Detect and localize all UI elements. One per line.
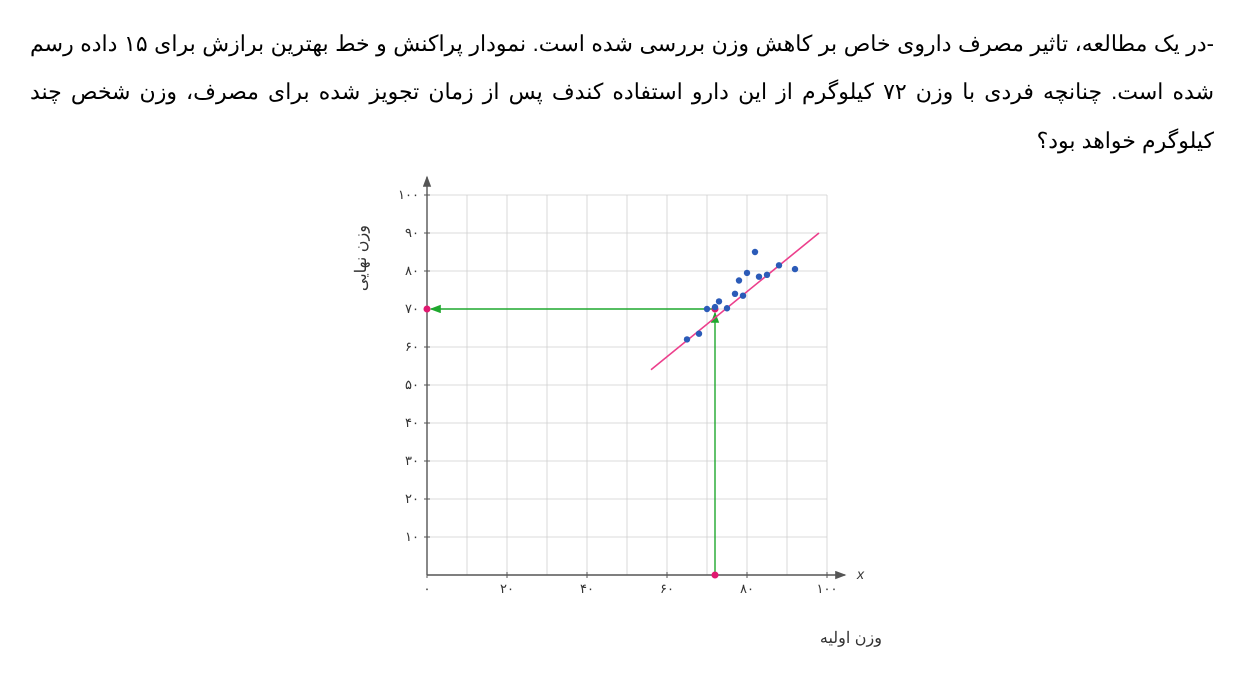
y-axis-label: وزن نهایی [352, 225, 371, 291]
svg-text:۳۰: ۳۰ [405, 453, 419, 468]
chart-container: وزن نهایی xy۰۲۰۴۰۶۰۸۰۱۰۰۱۰۲۰۳۰۴۰۵۰۶۰۷۰۸۰… [30, 175, 1214, 620]
svg-text:۶۰: ۶۰ [405, 339, 419, 354]
scatter-chart: xy۰۲۰۴۰۶۰۸۰۱۰۰۱۰۲۰۳۰۴۰۵۰۶۰۷۰۸۰۹۰۱۰۰ [372, 175, 872, 615]
svg-text:۵۰: ۵۰ [405, 377, 419, 392]
svg-text:۴۰: ۴۰ [405, 415, 419, 430]
question-text: -در یک مطالعه، تاثیر مصرف داروی خاص بر ک… [30, 20, 1214, 165]
svg-text:۹۰: ۹۰ [405, 225, 419, 240]
x-axis-label: وزن اولیه [820, 628, 882, 648]
svg-text:۶۰: ۶۰ [660, 581, 674, 596]
svg-text:۰: ۰ [424, 581, 431, 596]
svg-text:x: x [856, 566, 865, 582]
svg-text:۸۰: ۸۰ [405, 263, 419, 278]
svg-text:۸۰: ۸۰ [740, 581, 754, 596]
svg-text:۴۰: ۴۰ [580, 581, 594, 596]
svg-text:۲۰: ۲۰ [500, 581, 514, 596]
svg-text:۱۰۰: ۱۰۰ [817, 581, 838, 596]
svg-text:۱۰: ۱۰ [405, 529, 419, 544]
svg-text:۱۰۰: ۱۰۰ [398, 187, 419, 202]
svg-text:۲۰: ۲۰ [405, 491, 419, 506]
svg-text:۷۰: ۷۰ [405, 301, 419, 316]
